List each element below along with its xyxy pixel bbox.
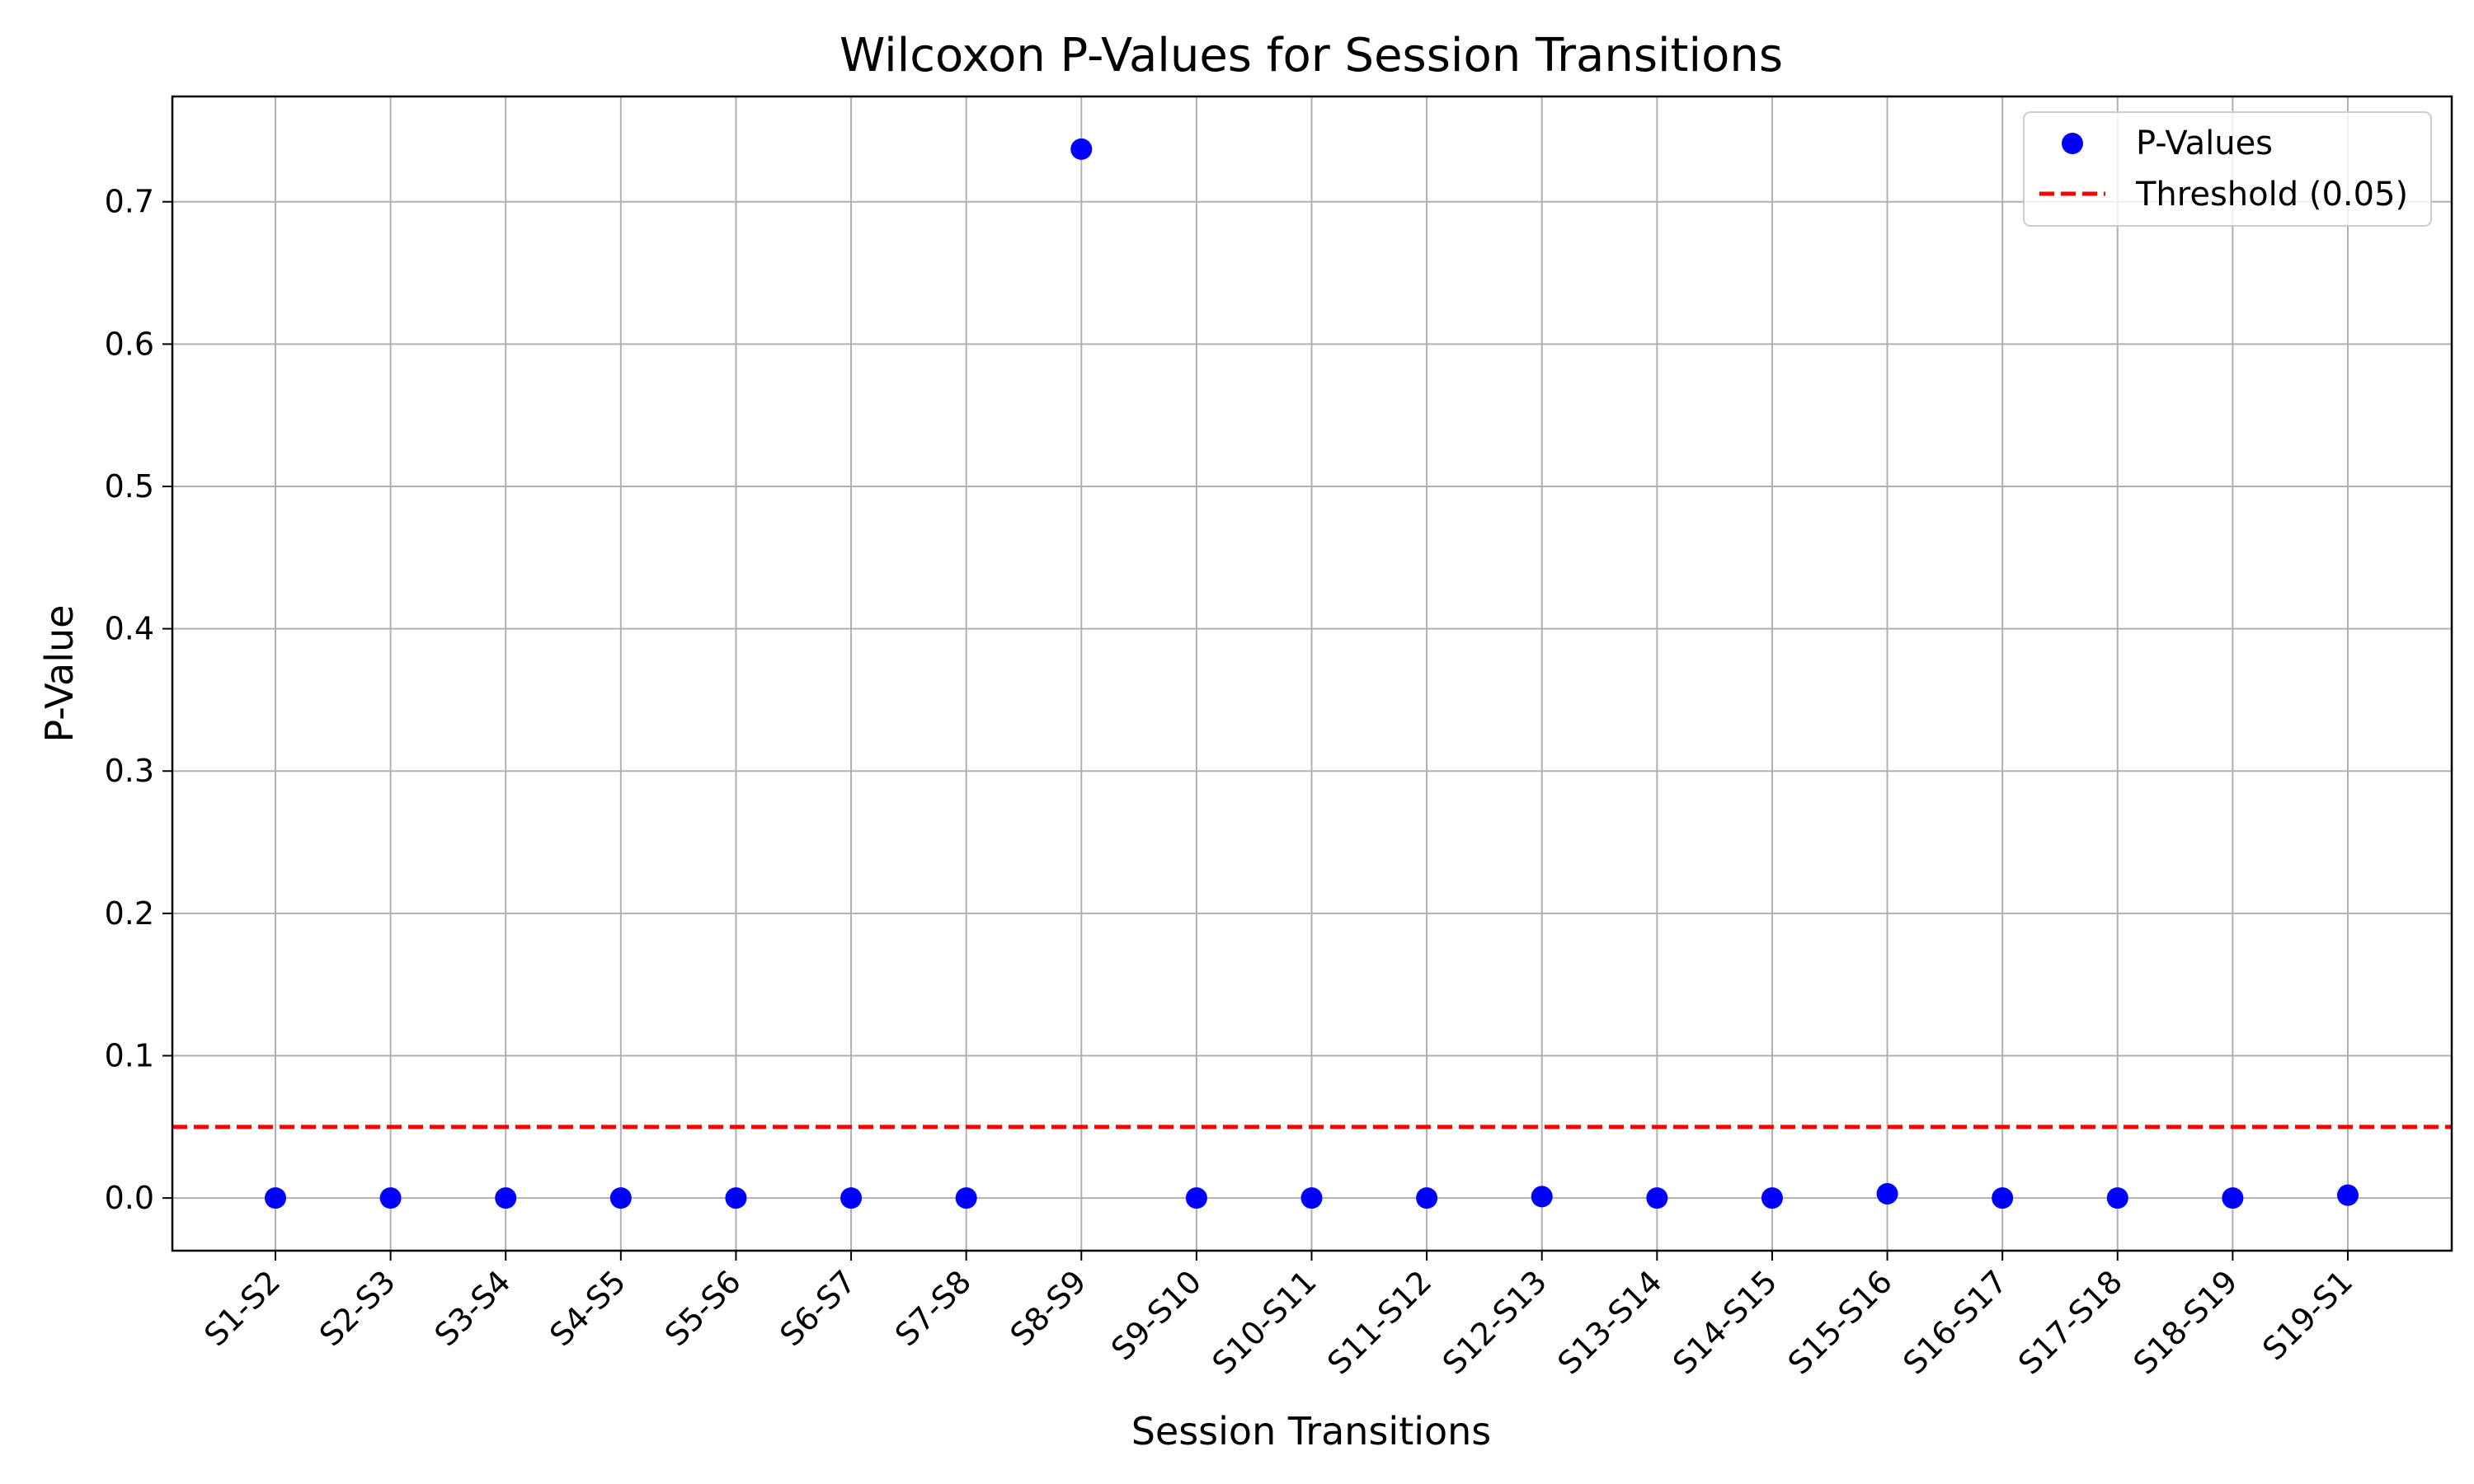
data-point [2337,1184,2359,1206]
data-point [840,1187,863,1209]
x-tick-label: S9-S10 [1104,1263,1208,1367]
data-point [1185,1187,1207,1209]
y-tick-label: 0.5 [105,468,154,505]
data-point [1531,1186,1553,1208]
data-point [495,1187,517,1209]
x-tick-label: S13-S14 [1550,1263,1668,1381]
chart-title: Wilcoxon P-Values for Session Transition… [840,29,1783,82]
x-tick-label: S14-S15 [1666,1263,1784,1381]
data-point [955,1187,977,1209]
y-axis-label: P-Value [37,605,82,743]
x-tick-label: S18-S19 [2126,1263,2244,1381]
x-tick-label: S5-S6 [658,1263,748,1353]
data-point [609,1187,632,1209]
y-tick-label: 0.2 [105,895,154,932]
data-point [2106,1187,2128,1209]
y-tick-label: 0.1 [105,1038,154,1074]
data-point [2222,1187,2244,1209]
data-point [1876,1182,1898,1205]
x-tick-label: S1-S2 [197,1263,287,1353]
legend-label-threshold: Threshold (0.05) [2135,176,2408,214]
y-tick-label: 0.7 [105,184,154,220]
legend-box [2023,111,2432,227]
legend: P-Values Threshold (0.05) [2023,111,2432,227]
y-tick-label: 0.4 [105,611,154,647]
x-tick-label: S16-S17 [1896,1263,2014,1381]
x-tick-label: S6-S7 [773,1263,863,1353]
data-point [725,1187,747,1209]
x-tick-label: S19-S1 [2255,1263,2359,1367]
x-tick-label: S8-S9 [1004,1263,1094,1353]
data-point [1761,1187,1783,1209]
data-points [265,138,2359,1209]
x-axis-label: Session Transitions [1131,1409,1492,1453]
x-tick-label: S17-S18 [2011,1263,2129,1381]
data-point [1070,138,1093,160]
x-tick-label: S10-S11 [1206,1263,1324,1381]
data-point [265,1187,286,1209]
y-tick-label: 0.3 [105,753,154,789]
x-tick-label: S7-S8 [888,1263,978,1353]
data-point [1416,1187,1438,1209]
y-tick-label: 0.6 [105,326,154,362]
y-tick-label: 0.0 [105,1180,154,1216]
x-tick-label: S2-S3 [313,1263,402,1353]
x-tick-label: S15-S16 [1781,1263,1899,1381]
data-point [1992,1187,2014,1209]
legend-marker-p-values [2062,133,2083,154]
data-point [1300,1187,1323,1209]
x-ticks: S1-S2 S2-S3 S3-S4 S4-S5 S5-S6 S6-S7 S7-S8 S8-S9… [197,1251,2359,1382]
x-tick-label: S12-S13 [1436,1263,1554,1381]
data-point [379,1187,402,1209]
y-ticks: 0.0 0.1 0.2 0.3 0.4 0.5 0.6 0.7 [105,184,172,1216]
x-tick-label: S3-S4 [427,1263,517,1353]
data-point [1646,1187,1668,1209]
x-tick-label: S4-S5 [543,1263,633,1353]
legend-label-p-values: P-Values [2136,124,2273,162]
x-tick-label: S11-S12 [1320,1263,1438,1381]
grid [172,96,2452,1251]
